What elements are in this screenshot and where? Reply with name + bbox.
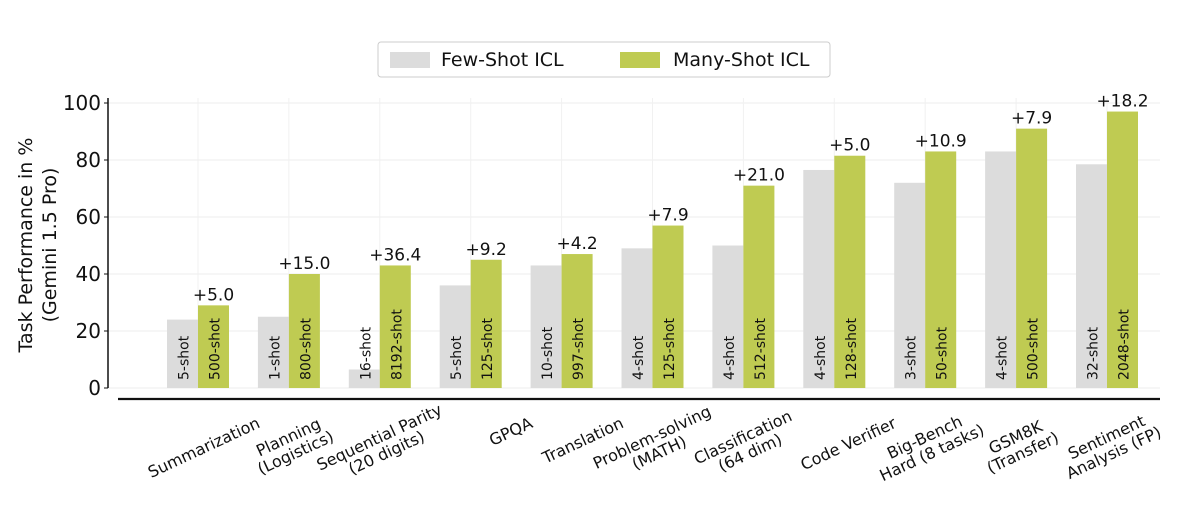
bar-label-many-shot: 125-shot <box>662 317 678 380</box>
bar-label-few-shot: 16-shot <box>358 326 374 380</box>
bar-few-shot <box>621 248 653 388</box>
bar-few-shot <box>894 182 926 388</box>
bar-many-shot <box>652 225 684 388</box>
legend-box <box>377 41 831 78</box>
gain-label: +7.9 <box>647 206 688 226</box>
y-tick-label: 20 <box>76 319 101 343</box>
x-axis-labels: SummarizationPlanning(Logistics)Sequenti… <box>145 400 1164 489</box>
bar-few-shot <box>712 245 744 388</box>
bar-label-few-shot: 1-shot <box>267 335 283 380</box>
bar-few-shot <box>348 369 380 388</box>
bar-label-few-shot: 5-shot <box>177 335 193 380</box>
bar-label-few-shot: 4-shot <box>631 335 647 380</box>
x-tick-label: Problem-solving(MATH) <box>590 402 721 489</box>
bar-label-few-shot: 3-shot <box>904 335 920 380</box>
bar-label-many-shot: 800-shot <box>298 317 314 380</box>
legend-swatch-few-shot <box>390 52 430 68</box>
bar-label-many-shot: 128-shot <box>844 317 860 380</box>
bar-label-few-shot: 10-shot <box>540 326 556 380</box>
gain-label: +10.9 <box>915 131 967 151</box>
bar-many-shot <box>379 265 411 388</box>
gain-label: +9.2 <box>466 240 507 260</box>
x-tick-label: GSM8K(Transfer) <box>977 412 1062 477</box>
bar-few-shot <box>439 285 471 388</box>
bar-label-many-shot: 8192-shot <box>389 309 405 380</box>
legend-label-many-shot: Many-Shot ICL <box>673 49 810 71</box>
bar-label-many-shot: 500-shot <box>208 317 224 380</box>
bar-few-shot <box>530 265 562 388</box>
y-tick-label: 40 <box>76 262 101 286</box>
y-tick-label: 60 <box>76 205 101 229</box>
y-tick-label: 0 <box>88 376 101 400</box>
gain-label: +21.0 <box>733 166 785 186</box>
bar-many-shot <box>1016 128 1048 388</box>
x-tick-label: SentimentAnalysis (FP) <box>1056 407 1164 483</box>
x-tick-label: Summarization <box>145 413 263 481</box>
bar-many-shot <box>288 274 320 388</box>
bar-label-many-shot: 512-shot <box>753 317 769 380</box>
bar-few-shot <box>1076 164 1107 388</box>
axes: 0 20 40 60 80 100 <box>63 91 1160 401</box>
gain-label: +4.2 <box>556 234 597 254</box>
bar-label-few-shot: 5-shot <box>449 335 465 380</box>
legend-swatch-many-shot <box>620 52 660 68</box>
gain-label: +7.9 <box>1011 109 1052 129</box>
x-tick-label: GPQA <box>486 413 535 450</box>
y-tick-label: 100 <box>63 91 101 115</box>
bar-label-many-shot: 50-shot <box>935 326 951 380</box>
y-axis-title-line-2: (Gemini 1.5 Pro) <box>39 168 61 323</box>
bars: 5-shot 500-shot +5.0 1-shot 800-shot +15.0 16-… <box>167 92 1149 389</box>
gain-label: +5.0 <box>193 285 234 305</box>
bar-few-shot <box>167 319 198 388</box>
legend: Few-Shot ICL Many-Shot ICL <box>377 41 831 78</box>
bar-label-few-shot: 32-shot <box>1086 326 1102 380</box>
bar-many-shot <box>1107 111 1138 389</box>
gain-label: +36.4 <box>369 245 421 265</box>
bar-label-few-shot: 4-shot <box>995 335 1011 380</box>
bar-many-shot <box>834 155 866 388</box>
bar-few-shot <box>985 151 1017 388</box>
bar-many-shot <box>198 305 229 388</box>
bar-many-shot <box>925 151 957 388</box>
bar-label-many-shot: 2048-shot <box>1117 309 1133 380</box>
bar-few-shot <box>257 316 289 388</box>
y-axis-title-line-1: Task Performance in % <box>15 138 37 354</box>
bar-many-shot <box>561 254 593 388</box>
gain-label: +15.0 <box>278 254 330 274</box>
bar-many-shot <box>470 259 502 388</box>
bar-label-few-shot: 4-shot <box>722 335 738 380</box>
gain-label: +5.0 <box>829 136 870 156</box>
bar-label-few-shot: 4-shot <box>813 335 829 380</box>
y-axis-title: Task Performance in % (Gemini 1.5 Pro) <box>15 138 61 354</box>
legend-label-few-shot: Few-Shot ICL <box>441 49 564 71</box>
bar-few-shot <box>803 169 835 388</box>
bar-label-many-shot: 500-shot <box>1026 317 1042 380</box>
bar-label-many-shot: 997-shot <box>571 317 587 380</box>
bar-many-shot <box>743 185 775 388</box>
bar-label-many-shot: 125-shot <box>480 317 496 380</box>
gain-label: +18.2 <box>1096 92 1148 112</box>
y-tick-label: 80 <box>76 148 101 172</box>
